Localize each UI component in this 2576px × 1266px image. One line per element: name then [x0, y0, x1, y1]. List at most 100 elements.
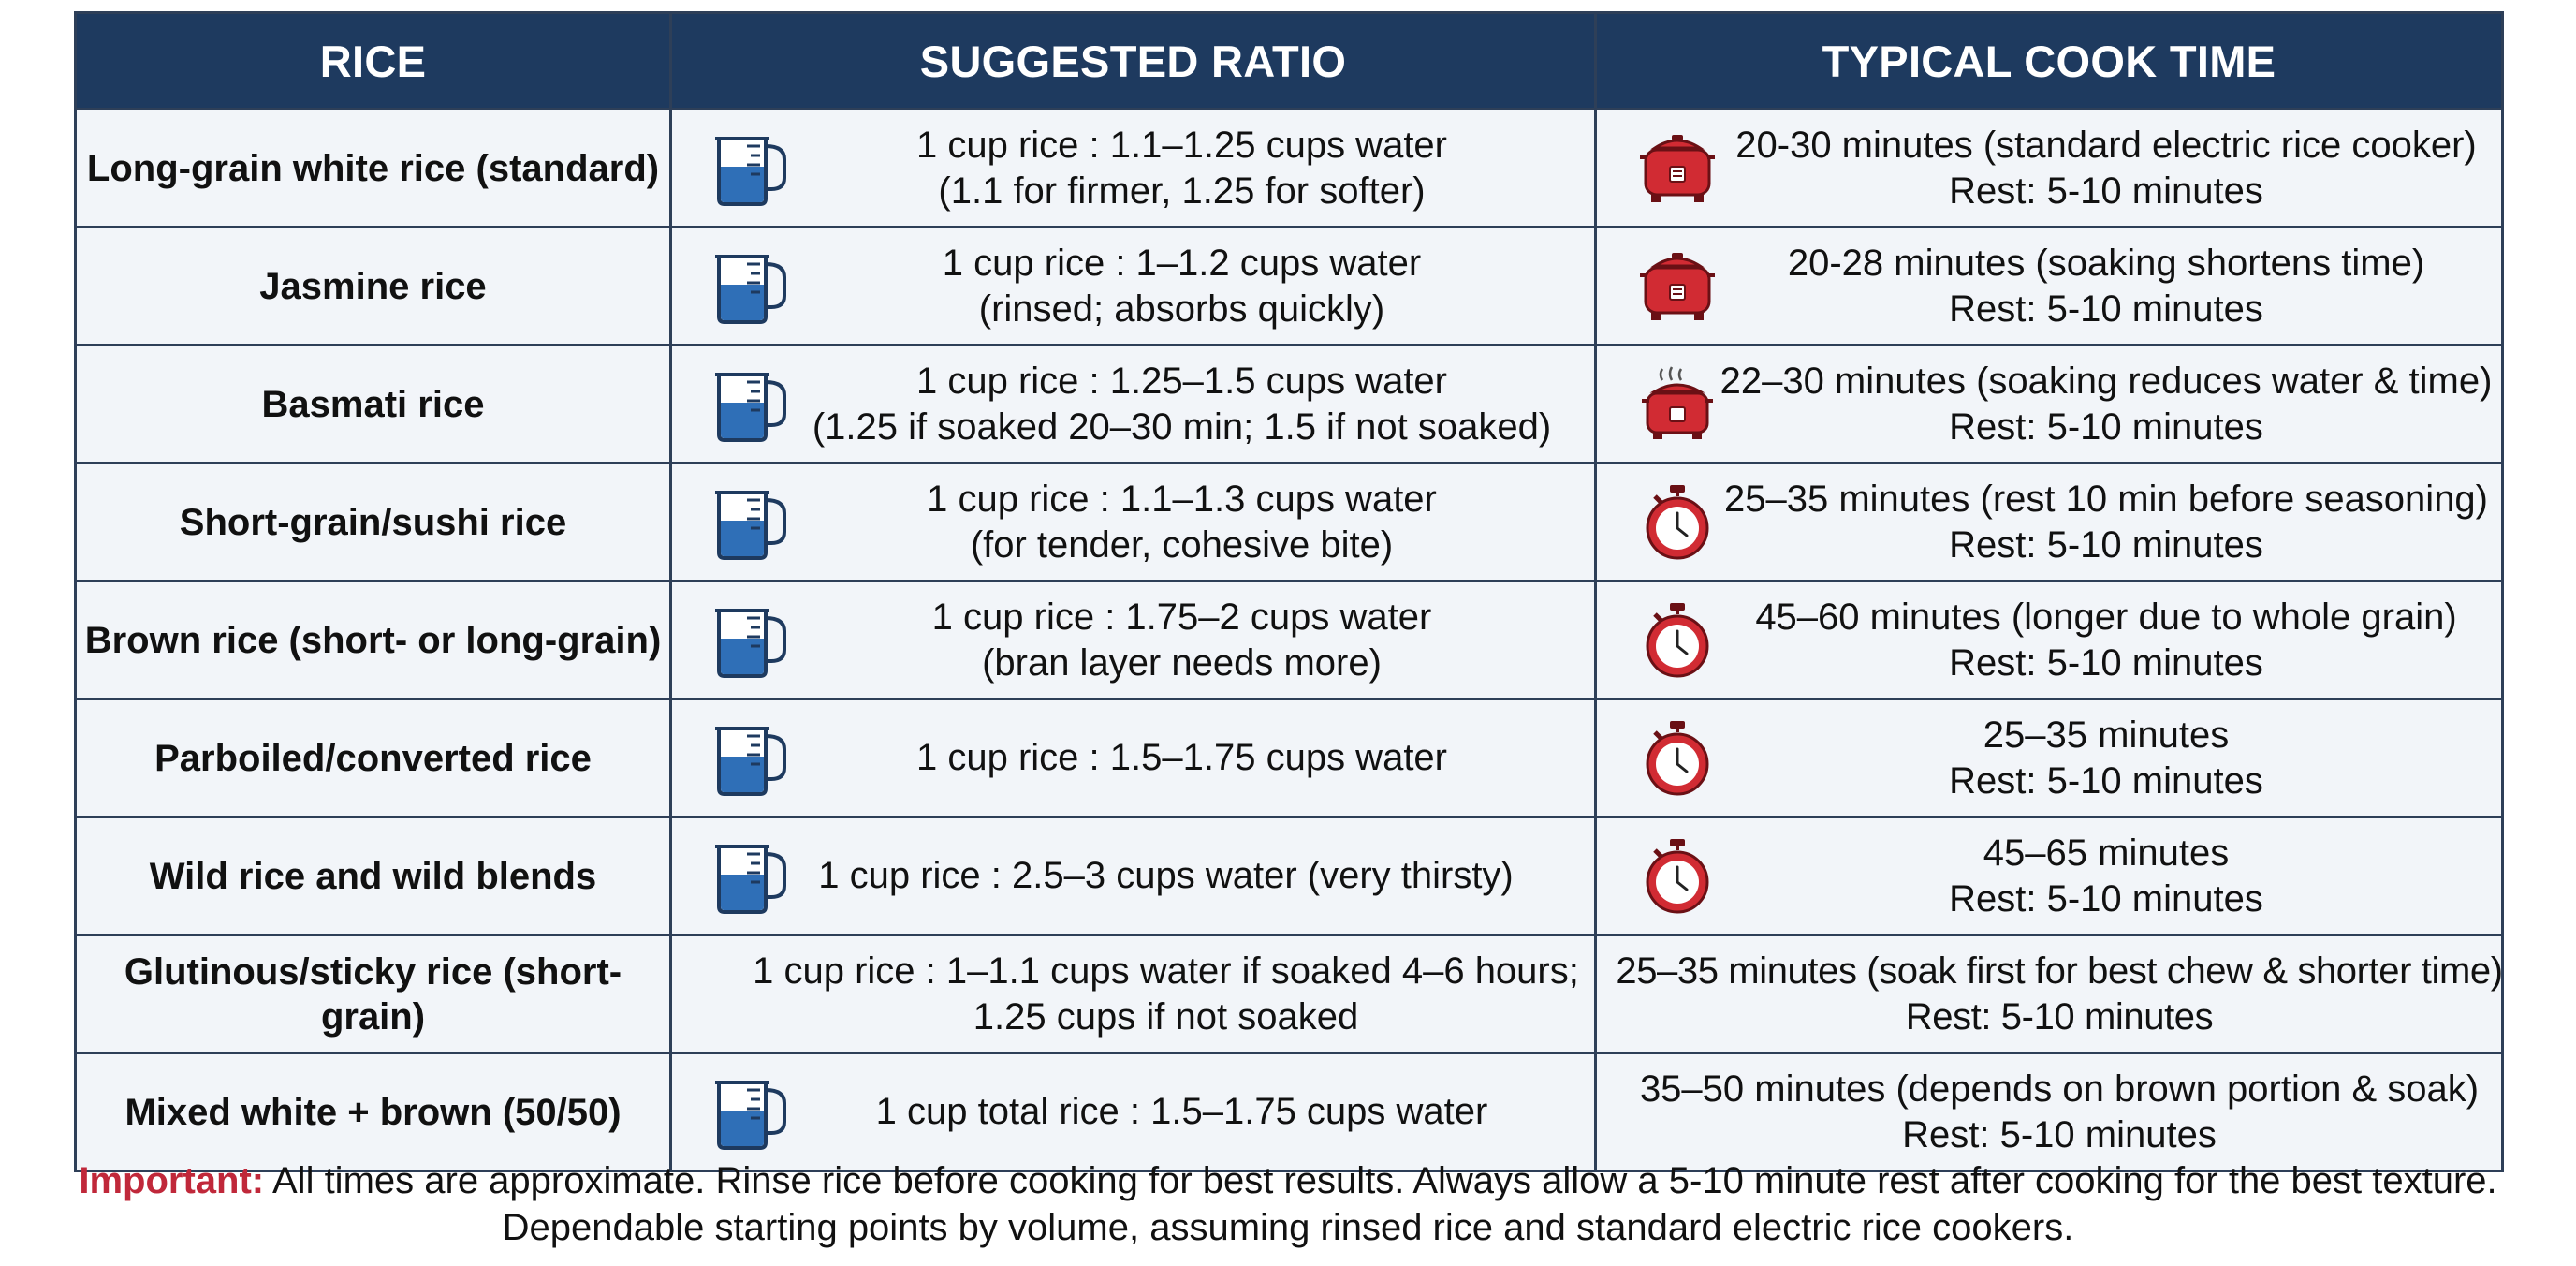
- time-line1: 45–65 minutes: [1983, 832, 2230, 874]
- ratio-cell: 1 cup total rice : 1.5–1.75 cups water: [669, 1052, 1597, 1172]
- footer-note: Important: All times are approximate. Ri…: [0, 1157, 2576, 1251]
- ratio-cell: 1 cup rice : 1.75–2 cups water (bran laye…: [669, 580, 1597, 700]
- time-text: 45–65 minutes Rest: 5-10 minutes: [1597, 818, 2501, 934]
- ratio-cell: 1 cup rice : 1.1–1.25 cups water (1.1 for…: [669, 108, 1597, 228]
- measuring-cup-icon: [710, 365, 796, 444]
- ratio-text: 1 cup rice : 2.5–3 cups water (very thir…: [672, 818, 1594, 934]
- ratio-line1: 1 cup rice : 1.1–1.25 cups water: [916, 124, 1447, 166]
- ratio-line1: 1 cup rice : 1–1.2 cups water: [942, 242, 1422, 284]
- ratio-cell: 1 cup rice : 1.5–1.75 cups water: [669, 698, 1597, 818]
- measuring-cup-icon: [710, 129, 796, 208]
- ratio-line2: 1.25 cups if not soaked: [973, 995, 1359, 1038]
- time-line2: Rest: 5-10 minutes: [1902, 1113, 2217, 1156]
- time-text: 20-28 minutes (soaking shortens time) Res…: [1597, 228, 2501, 344]
- time-cell: 20-30 minutes (standard electric rice co…: [1594, 108, 2504, 228]
- rice-table: RICE SUGGESTED RATIO TYPICAL COOK TIME L…: [74, 11, 2504, 1172]
- table-row: Long-grain white rice (standard) 1 cup ri…: [74, 108, 2504, 228]
- table-row: Wild rice and wild blends 1 cup rice : 2.…: [74, 816, 2504, 936]
- ratio-cell: 1 cup rice : 1.1–1.3 cups water (for tend…: [669, 462, 1597, 582]
- important-label: Important:: [79, 1160, 265, 1201]
- table-row: Jasmine rice 1 cup rice : 1–1.2 cups wate…: [74, 226, 2504, 346]
- time-cell: 20-28 minutes (soaking shortens time) Res…: [1594, 226, 2504, 346]
- header-ratio: SUGGESTED RATIO: [669, 11, 1597, 110]
- time-line1: 25–35 minutes (soak first for best chew …: [1616, 950, 2503, 992]
- ratio-line1: 1 cup rice : 1.25–1.5 cups water: [916, 360, 1447, 402]
- table-row: Basmati rice 1 cup rice : 1.25–1.5 cups w…: [74, 344, 2504, 464]
- rice-name-cell: Jasmine rice: [74, 226, 672, 346]
- time-line2: Rest: 5-10 minutes: [1949, 169, 2263, 212]
- time-cell: 25–35 minutes Rest: 5-10 minutes: [1594, 698, 2504, 818]
- time-line2: Rest: 5-10 minutes: [1949, 523, 2263, 566]
- time-text: 35–50 minutes (depends on brown portion …: [1597, 1054, 2501, 1170]
- rice-cooker-icon: [1634, 247, 1720, 326]
- time-text: 25–35 minutes (rest 10 min before season…: [1597, 464, 2501, 580]
- rice-cooker-icon: [1634, 129, 1720, 208]
- ratio-cell: 1 cup rice : 1–1.2 cups water (rinsed; ab…: [669, 226, 1597, 346]
- time-text: 45–60 minutes (longer due to whole grain…: [1597, 582, 2501, 698]
- stopwatch-icon: [1634, 837, 1720, 916]
- measuring-cup-icon: [710, 483, 796, 562]
- ratio-line1: 1 cup total rice : 1.5–1.75 cups water: [875, 1091, 1488, 1133]
- time-line1: 20-28 minutes (soaking shortens time): [1787, 242, 2425, 284]
- ratio-line1: 1 cup rice : 1.1–1.3 cups water: [927, 478, 1437, 520]
- rice-name-cell: Brown rice (short- or long-grain): [74, 580, 672, 700]
- measuring-cup-icon: [710, 1073, 796, 1152]
- ratio-text: 1 cup rice : 1–1.1 cups water if soaked …: [672, 936, 1594, 1052]
- ratio-line2: (bran layer needs more): [982, 641, 1382, 684]
- time-line2: Rest: 5-10 minutes: [1905, 995, 2214, 1038]
- time-cell: 22–30 minutes (soaking reduces water & t…: [1594, 344, 2504, 464]
- time-text: 25–35 minutes (soak first for best chew …: [1597, 936, 2503, 1052]
- ratio-line2: (1.25 if soaked 20–30 min; 1.5 if not so…: [812, 405, 1552, 448]
- stopwatch-icon: [1634, 483, 1720, 562]
- ratio-text: 1 cup rice : 1.25–1.5 cups water (1.25 if…: [672, 346, 1594, 462]
- footer-line-2: Dependable starting points by volume, as…: [502, 1207, 2074, 1248]
- ratio-line1: 1 cup rice : 1.75–2 cups water: [931, 596, 1432, 638]
- header-row: RICE SUGGESTED RATIO TYPICAL COOK TIME: [74, 11, 2504, 110]
- ratio-line1: 1 cup rice : 2.5–3 cups water (very thir…: [818, 855, 1514, 897]
- time-line1: 25–35 minutes: [1983, 714, 2230, 756]
- header-rice: RICE: [74, 11, 672, 110]
- measuring-cup-icon: [710, 837, 796, 916]
- stopwatch-icon: [1634, 601, 1720, 680]
- ratio-text: 1 cup rice : 1.1–1.25 cups water (1.1 for…: [672, 110, 1594, 226]
- time-line2: Rest: 5-10 minutes: [1949, 641, 2263, 684]
- measuring-cup-icon: [710, 719, 796, 798]
- table-row: Parboiled/converted rice 1 cup rice : 1.5…: [74, 698, 2504, 818]
- rice-name-cell: Short-grain/sushi rice: [74, 462, 672, 582]
- header-time: TYPICAL COOK TIME: [1594, 11, 2504, 110]
- time-line2: Rest: 5-10 minutes: [1949, 877, 2263, 920]
- time-line1: 25–35 minutes (rest 10 min before season…: [1723, 478, 2488, 520]
- time-line2: Rest: 5-10 minutes: [1949, 405, 2263, 448]
- time-cell: 35–50 minutes (depends on brown portion …: [1594, 1052, 2504, 1172]
- time-line1: 20-30 minutes (standard electric rice co…: [1735, 124, 2477, 166]
- ratio-line2: (rinsed; absorbs quickly): [978, 287, 1385, 330]
- ratio-text: 1 cup rice : 1.5–1.75 cups water: [672, 700, 1594, 816]
- table-row: Glutinous/sticky rice (short-grain) 1 cup…: [74, 934, 2504, 1054]
- time-line2: Rest: 5-10 minutes: [1949, 759, 2263, 802]
- time-text: 22–30 minutes (soaking reduces water & t…: [1597, 346, 2501, 462]
- rice-name-cell: Wild rice and wild blends: [74, 816, 672, 936]
- table-row: Mixed white + brown (50/50) 1 cup total r…: [74, 1052, 2504, 1172]
- rice-name-cell: Parboiled/converted rice: [74, 698, 672, 818]
- measuring-cup-icon: [710, 247, 796, 326]
- table-row: Brown rice (short- or long-grain) 1 cup r…: [74, 580, 2504, 700]
- time-line1: 45–60 minutes (longer due to whole grain…: [1755, 596, 2457, 638]
- time-text: 20-30 minutes (standard electric rice co…: [1597, 110, 2501, 226]
- ratio-line1: 1 cup rice : 1–1.1 cups water if soaked …: [753, 950, 1579, 992]
- footer-line-1: Important: All times are approximate. Ri…: [0, 1157, 2576, 1204]
- ratio-cell: 1 cup rice : 2.5–3 cups water (very thir…: [669, 816, 1597, 936]
- rice-name-cell: Glutinous/sticky rice (short-grain): [74, 934, 672, 1054]
- measuring-cup-icon: [710, 601, 796, 680]
- rice-name-cell: Basmati rice: [74, 344, 672, 464]
- rice-name-cell: Mixed white + brown (50/50): [74, 1052, 672, 1172]
- time-cell: 25–35 minutes (rest 10 min before season…: [1594, 462, 2504, 582]
- ratio-text: 1 cup total rice : 1.5–1.75 cups water: [672, 1054, 1594, 1170]
- time-cell: 45–65 minutes Rest: 5-10 minutes: [1594, 816, 2504, 936]
- ratio-text: 1 cup rice : 1.1–1.3 cups water (for tend…: [672, 464, 1594, 580]
- footer-text-1: All times are approximate. Rinse rice be…: [264, 1160, 2497, 1201]
- time-line1: 22–30 minutes (soaking reduces water & t…: [1720, 360, 2493, 402]
- stopwatch-icon: [1634, 719, 1720, 798]
- ratio-line1: 1 cup rice : 1.5–1.75 cups water: [916, 737, 1447, 779]
- time-text: 25–35 minutes Rest: 5-10 minutes: [1597, 700, 2501, 816]
